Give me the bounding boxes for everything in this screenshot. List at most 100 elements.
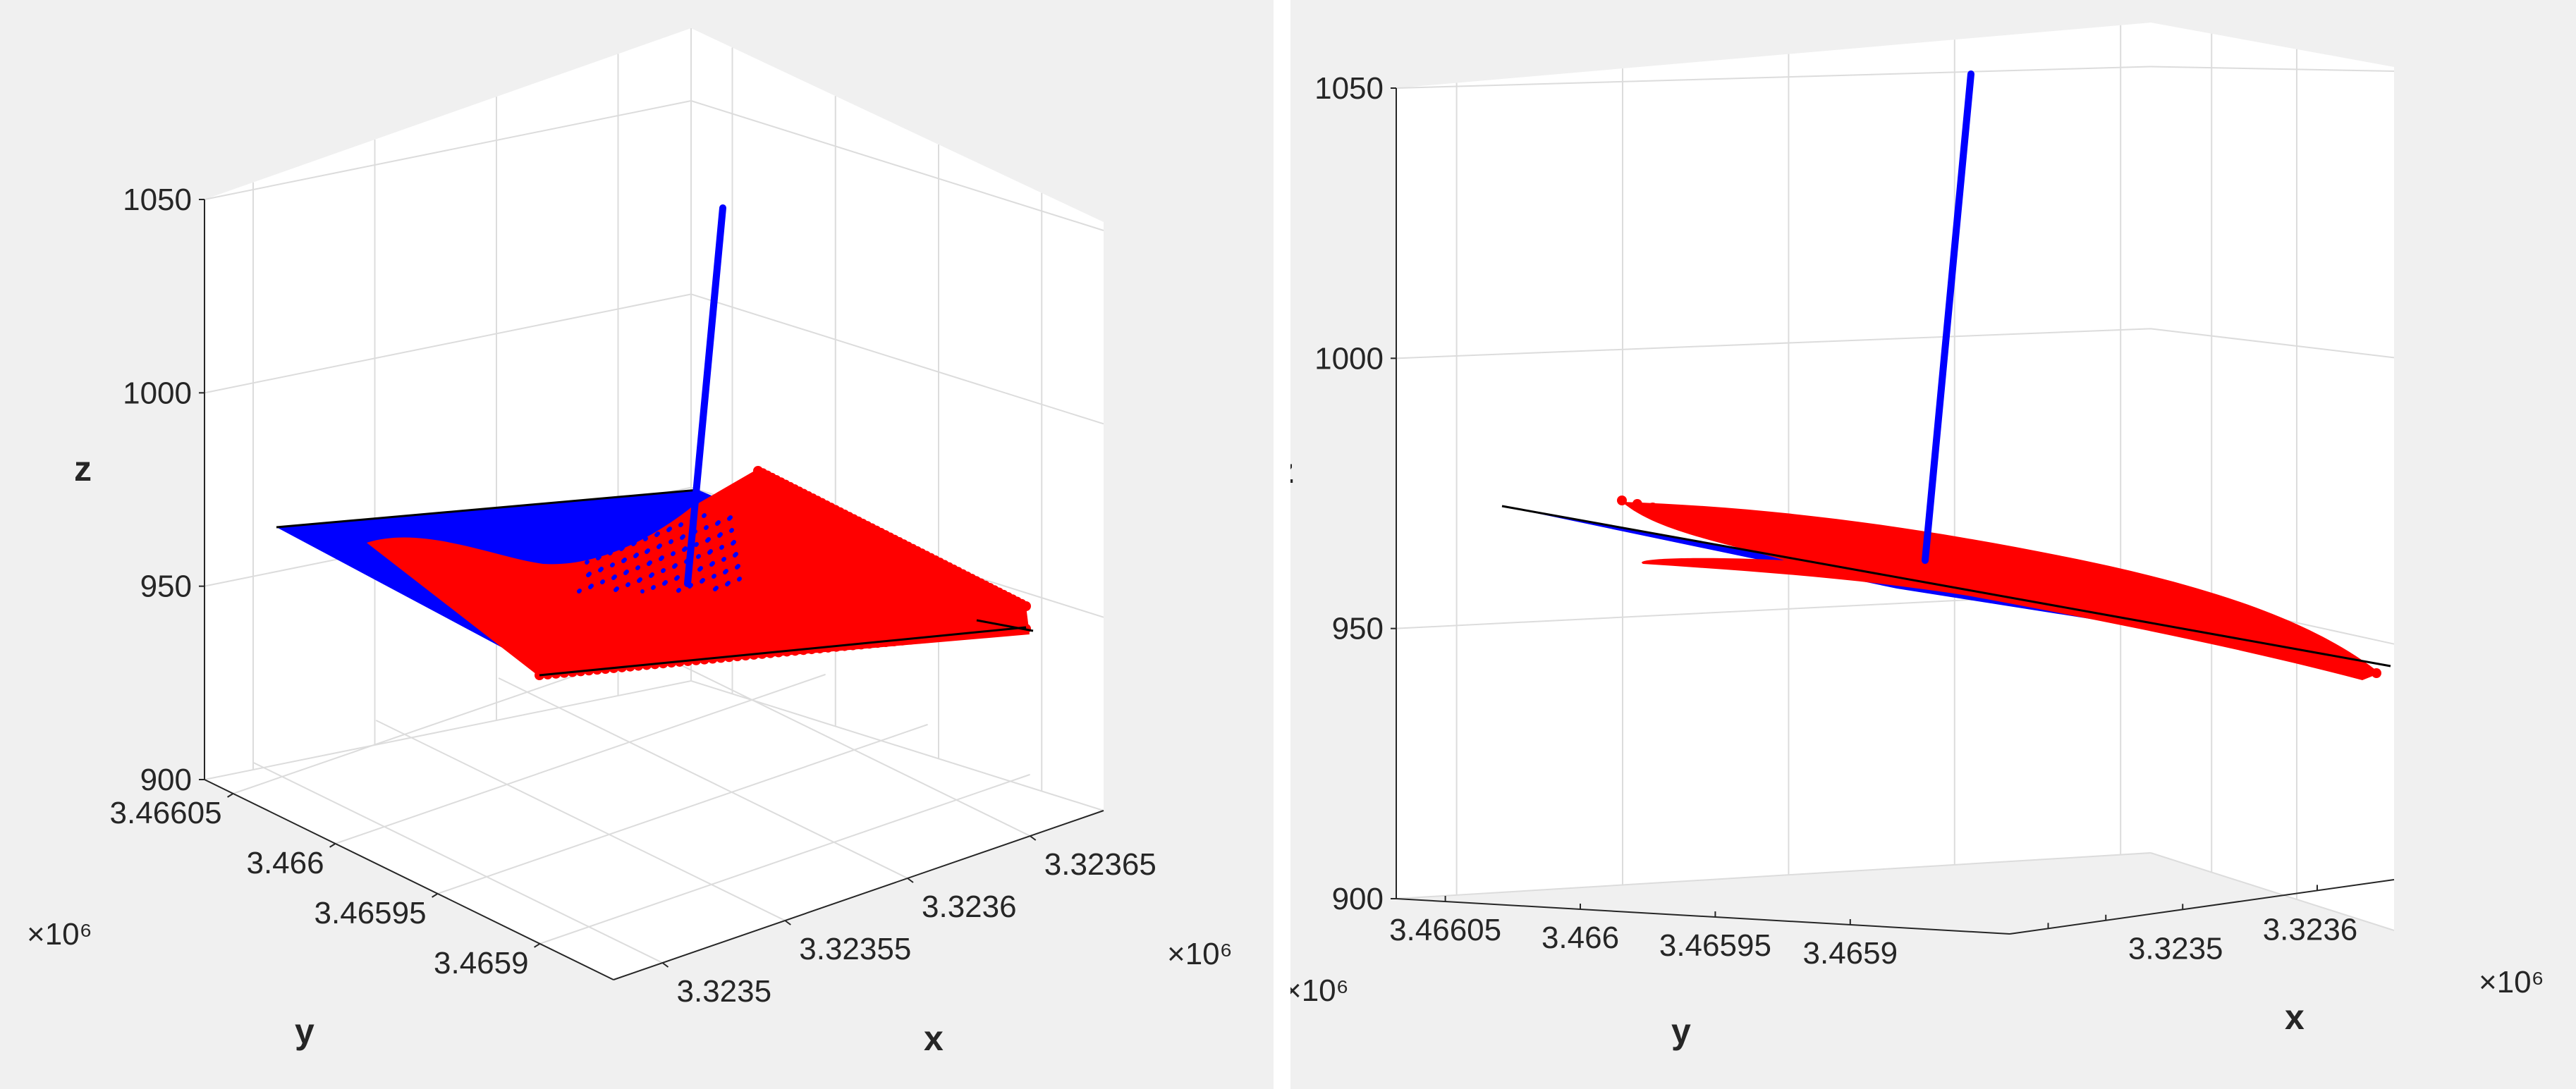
right-red-point [2264, 644, 2274, 653]
left-blue-point [734, 552, 738, 556]
left-blue-point [603, 514, 607, 518]
right-red-point [1817, 541, 1827, 551]
left-blue-point [640, 589, 645, 593]
right-red-point [2278, 647, 2289, 657]
right-red-point [2079, 601, 2089, 611]
left-blue-point [578, 589, 582, 593]
right-red-point [1709, 517, 1720, 527]
left-blue-point [652, 585, 656, 589]
left-y-tick-label: 3.46605 [110, 796, 222, 830]
left-blue-point [640, 512, 644, 517]
right-red-point [2356, 665, 2367, 675]
left-blue-point [709, 549, 713, 553]
left-blue-point [671, 551, 676, 555]
left-blue-point [601, 579, 605, 584]
left-blue-point [605, 526, 609, 530]
left-blue-point [615, 586, 619, 591]
left-red-point [1021, 601, 1031, 611]
left-blue-point [738, 577, 742, 581]
right-ylabel: y [1671, 1011, 1691, 1051]
left-y-tick-label: 3.466 [246, 846, 324, 880]
right-red-point [1955, 573, 1966, 583]
left-blue-point [607, 538, 611, 542]
right-red-point [1678, 510, 1689, 519]
right-x-multiplier: ×10⁶ [2479, 965, 2544, 999]
right-red-point [1724, 520, 1735, 530]
right-red-point [1663, 506, 1673, 516]
left-blue-point [576, 512, 580, 517]
left-red-point [922, 633, 932, 644]
left-zlabel: z [74, 449, 92, 488]
left-y-tick-label: 3.4659 [434, 946, 529, 980]
left-red-point [905, 634, 916, 645]
left-y-tick-label: 3.46595 [315, 896, 427, 930]
left-blue-point [626, 582, 630, 586]
right-red-point [1740, 524, 1750, 534]
left-blue-point [676, 575, 680, 579]
left-blue-point [730, 528, 734, 532]
left-x-tick-label: 3.3236 [922, 890, 1017, 924]
left-blue-point [673, 563, 678, 567]
left-data-layer [276, 204, 1034, 680]
left-blue-point [679, 522, 683, 527]
right-y-axis-line [1396, 898, 2010, 935]
left-x-grid-line [498, 677, 908, 879]
left-x-multiplier: ×10⁶ [1167, 937, 1233, 971]
right-z-tick-label: 1050 [1314, 71, 1384, 106]
left-blue-point [648, 560, 652, 565]
left-blue-point [697, 554, 701, 558]
right-red-point [2340, 661, 2351, 671]
right-tick-layer: 900 950 1000 1050 3.46605 3.466 3.46595 3.4659 3… [1314, 71, 2357, 971]
left-normal-line [684, 204, 726, 587]
left-blue-point [681, 534, 685, 539]
left-blue-point [617, 521, 621, 525]
left-blue-point [699, 566, 703, 570]
right-red-point [1694, 513, 1704, 523]
right-red-point [1924, 566, 1935, 576]
left-blue-point [728, 515, 733, 519]
right-y-multiplier: ×10⁶ [1290, 973, 1349, 1008]
left-blue-point [580, 523, 584, 527]
left-blue-point [677, 588, 681, 592]
left-blue-point [716, 520, 721, 524]
left-x-grid-line [621, 635, 1031, 837]
right-z-tick-label: 900 [1332, 882, 1384, 916]
right-red-point [1617, 496, 1627, 505]
left-blue-point [695, 542, 699, 546]
right-xlabel: x [2285, 997, 2305, 1037]
left-blue-point [654, 519, 658, 524]
right-red-point [1909, 562, 1919, 572]
right-z-tick-label: 1000 [1314, 341, 1384, 376]
left-blue-point [668, 527, 672, 531]
left-z-tick-label: 1000 [123, 376, 192, 410]
left-xlabel: x [924, 1019, 944, 1058]
left-blue-point [644, 536, 648, 541]
left-blue-point [724, 569, 728, 573]
right-zlabel: z [1290, 451, 1294, 491]
left-z-tick-label: 950 [140, 570, 192, 604]
left-y-multiplier: ×10⁶ [27, 917, 92, 952]
left-blue-point [635, 553, 639, 557]
left-blue-point [597, 555, 602, 559]
right-red-point [1832, 545, 1843, 555]
left-blue-point [587, 572, 592, 576]
left-blue-point [712, 574, 716, 578]
left-red-point [930, 632, 941, 643]
left-x-tick-mark [907, 878, 914, 883]
left-y-tick-mark [329, 843, 336, 848]
left-blue-point [618, 534, 623, 538]
right-red-point [2063, 598, 2074, 608]
right-red-point [2325, 658, 2336, 667]
left-blue-point [592, 518, 596, 522]
left-blue-point [599, 567, 604, 571]
right-red-point [1863, 552, 1874, 562]
left-x-grid-line [253, 762, 663, 964]
right-z-grid-line [2150, 66, 2395, 72]
left-y-axis-line [204, 779, 614, 980]
left-x-tick-label: 3.32355 [799, 932, 911, 966]
left-plane-edge [276, 488, 699, 529]
left-x-tick-mark [661, 962, 669, 968]
left-blue-point [732, 540, 736, 544]
chart-right-svg: 900 950 1000 1050 3.46605 3.466 3.46595 3.4659 3… [1290, 23, 2544, 1051]
right-y-tick-label: 3.466 [1542, 921, 1619, 955]
